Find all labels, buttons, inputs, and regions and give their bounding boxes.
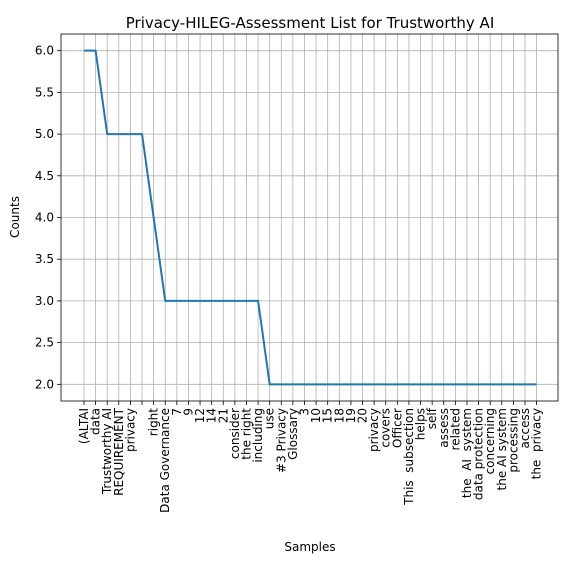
y-tick-label: 4.0 bbox=[35, 211, 54, 225]
grid-layer bbox=[61, 34, 558, 401]
x-tick-label: assess bbox=[437, 408, 451, 448]
x-tick-label: helps bbox=[414, 408, 428, 440]
x-tick-label: data protection bbox=[472, 408, 486, 500]
y-tick-label: 5.0 bbox=[35, 127, 54, 141]
x-tick-label: 9 bbox=[181, 408, 195, 416]
x-tick-label: covers bbox=[379, 408, 393, 448]
chart-title: Privacy-HILEG-Assessment List for Trustw… bbox=[126, 14, 495, 32]
y-tick-label: 2.0 bbox=[35, 377, 54, 391]
x-tick-label: the privacy bbox=[530, 408, 544, 479]
x-tick-label: related bbox=[448, 408, 462, 450]
y-tick-label: 2.5 bbox=[35, 336, 54, 350]
x-tick-label: This subsection bbox=[402, 408, 416, 506]
x-tick-label: right bbox=[147, 408, 161, 436]
x-tick-label: 21 bbox=[216, 408, 230, 423]
plot-frame bbox=[60, 33, 559, 402]
x-tick-label: access bbox=[518, 408, 532, 448]
x-tick-label: Trustworthy AI bbox=[100, 408, 114, 495]
x-tick-label: 19 bbox=[344, 408, 358, 423]
x-tick-label: 7 bbox=[170, 408, 184, 416]
x-tick-label: Officer bbox=[390, 408, 404, 448]
x-tick-label: 3 bbox=[297, 408, 311, 416]
x-tick-label: 20 bbox=[356, 408, 370, 423]
x-tick-label: (ALTAI bbox=[77, 408, 91, 444]
x-tick-label: 10 bbox=[309, 408, 323, 423]
y-tick-label: 5.5 bbox=[35, 85, 54, 99]
x-tick-label: 18 bbox=[332, 408, 346, 423]
x-tick-label: self bbox=[425, 407, 439, 429]
x-tick-label: 12 bbox=[193, 408, 207, 423]
y-tick-label: 3.5 bbox=[35, 252, 54, 266]
x-tick-label: the right bbox=[239, 408, 253, 460]
x-tick-label: data bbox=[89, 408, 103, 435]
x-tick-label: concerning bbox=[483, 408, 497, 474]
x-tick-label: including bbox=[251, 408, 265, 463]
x-tick-label: 14 bbox=[205, 408, 219, 423]
x-tick-label: #3 Privacy bbox=[274, 408, 288, 473]
x-tick-label: REQUIREMENT bbox=[112, 407, 126, 496]
counts-series-line bbox=[84, 49, 537, 386]
y-tick-label: 6.0 bbox=[35, 44, 54, 58]
x-tick-label: privacy bbox=[123, 408, 137, 452]
x-tick-label: Data Governance bbox=[158, 408, 172, 513]
y-tick-label: 4.5 bbox=[35, 169, 54, 183]
x-axis-label: Samples bbox=[284, 540, 335, 554]
x-tick-label: consider bbox=[228, 408, 242, 459]
y-axis-label: Counts bbox=[8, 196, 22, 238]
y-tick-label: 3.0 bbox=[35, 294, 54, 308]
x-tick-label: the AI system bbox=[460, 408, 474, 498]
series-layer bbox=[83, 49, 537, 386]
x-tick-label: privacy bbox=[367, 408, 381, 452]
x-tick-label: processing bbox=[506, 408, 520, 473]
x-tick-label: Glossary bbox=[286, 408, 300, 460]
x-tick-label: use bbox=[263, 408, 277, 429]
x-tick-label: 15 bbox=[321, 408, 335, 423]
x-tick-label: the AI system bbox=[495, 408, 509, 490]
